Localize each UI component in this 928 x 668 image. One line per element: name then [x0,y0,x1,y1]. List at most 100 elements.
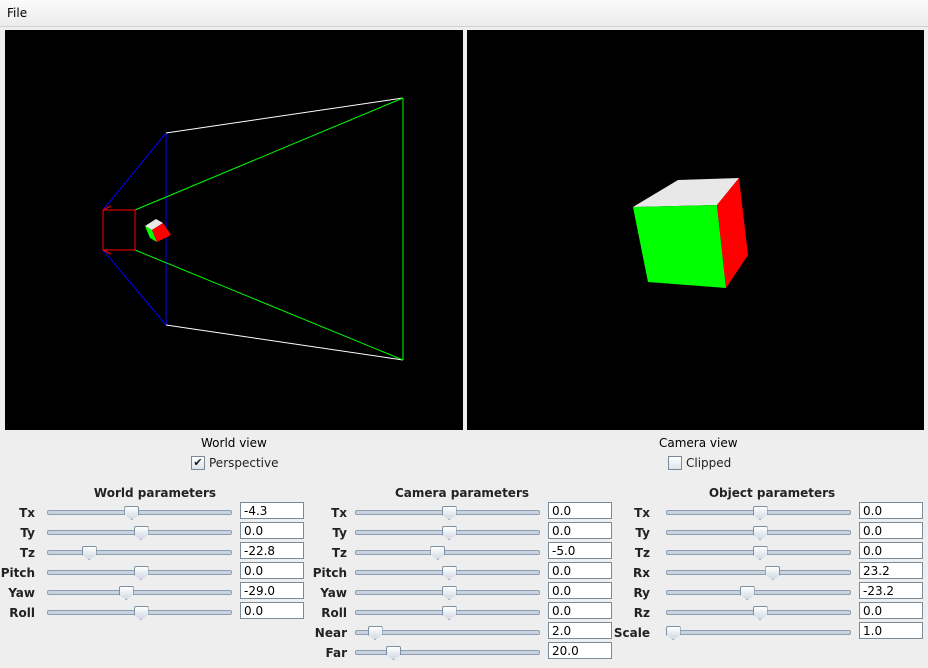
value-field-tx[interactable] [548,502,612,519]
param-label-rx: Rx [633,566,650,580]
slider-thumb-icon[interactable] [752,606,768,620]
value-field-roll[interactable] [548,602,612,619]
param-label-roll: Roll [321,606,347,620]
slider-thumb-icon[interactable] [441,526,457,540]
slider-thumb-icon[interactable] [765,566,781,580]
slider-thumb-icon[interactable] [81,546,97,560]
value-field-tx[interactable] [240,502,304,519]
frustum-near-plane [102,209,136,251]
value-field-tz[interactable] [240,542,304,559]
value-field-pitch[interactable] [548,562,612,579]
value-field-rz[interactable] [859,602,923,619]
slider-pitch[interactable] [355,566,540,580]
slider-near[interactable] [355,626,540,640]
slider-pitch[interactable] [47,566,232,580]
clipped-checkbox[interactable]: Clipped [668,456,731,470]
world-view-canvas[interactable] [5,30,463,430]
slider-roll[interactable] [355,606,540,620]
slider-far[interactable] [355,646,540,660]
world-cube-front [145,226,157,242]
slider-track [355,550,540,555]
camera-parameters-row-tz: Tz [308,542,618,562]
slider-tz[interactable] [47,546,232,560]
camera-view-canvas[interactable] [467,30,924,430]
slider-yaw[interactable] [47,586,232,600]
slider-tx[interactable] [666,506,851,520]
slider-track [47,550,232,555]
param-label-tx: Tx [19,506,35,520]
object-parameters-row-ty: Ty [618,522,928,542]
value-field-pitch[interactable] [240,562,304,579]
camera-cube-top [633,178,739,207]
slider-thumb-icon[interactable] [367,626,383,640]
slider-tz[interactable] [666,546,851,560]
slider-roll[interactable] [47,606,232,620]
value-field-near[interactable] [548,622,612,639]
slider-tx[interactable] [47,506,232,520]
param-label-ty: Ty [20,526,35,540]
slider-tz[interactable] [355,546,540,560]
slider-thumb-icon[interactable] [752,546,768,560]
slider-thumb-icon[interactable] [118,586,134,600]
world-parameters-row-tz: Tz [0,542,310,562]
slider-thumb-icon[interactable] [739,586,755,600]
value-field-far[interactable] [548,642,612,659]
file-menu[interactable]: File [7,6,28,20]
slider-thumb-icon[interactable] [665,626,681,640]
param-label-tz: Tz [331,546,347,560]
value-field-tz[interactable] [859,542,923,559]
param-label-rz: Rz [633,606,650,620]
param-label-ty: Ty [332,526,347,540]
value-field-tx[interactable] [859,502,923,519]
camera-view-label: Camera view [659,436,738,450]
camera-parameters-row-roll: Roll [308,602,618,622]
world-parameters-row-ty: Ty [0,522,310,542]
value-field-ty[interactable] [548,522,612,539]
param-label-pitch: Pitch [312,566,347,580]
perspective-checkbox[interactable]: ✔ Perspective [191,456,279,470]
slider-rz[interactable] [666,606,851,620]
slider-ry[interactable] [666,586,851,600]
value-field-ty[interactable] [859,522,923,539]
slider-thumb-icon[interactable] [124,506,140,520]
perspective-checkmark-icon[interactable]: ✔ [191,456,205,470]
slider-thumb-icon[interactable] [133,606,149,620]
slider-thumb-icon[interactable] [386,646,401,660]
clipped-label: Clipped [686,456,732,470]
slider-thumb-icon[interactable] [752,526,768,540]
slider-thumb-icon[interactable] [133,566,149,580]
camera-cube-side [717,178,748,288]
param-label-yaw: Yaw [8,586,35,600]
slider-ty[interactable] [355,526,540,540]
frustum-edge-green-bottom [134,249,404,361]
slider-rx[interactable] [666,566,851,580]
value-field-yaw[interactable] [548,582,612,599]
slider-scale[interactable] [665,626,851,640]
value-field-yaw[interactable] [240,582,304,599]
camera-parameters-row-yaw: Yaw [308,582,618,602]
param-label-pitch: Pitch [0,566,35,580]
slider-yaw[interactable] [355,586,540,600]
slider-tx[interactable] [355,506,540,520]
slider-thumb-icon[interactable] [430,546,446,560]
slider-thumb-icon[interactable] [441,586,457,600]
slider-ty[interactable] [47,526,232,540]
param-label-near: Near [314,626,347,640]
value-field-scale[interactable] [859,622,923,639]
value-field-roll[interactable] [240,602,304,619]
slider-thumb-icon[interactable] [441,566,457,580]
param-label-yaw: Yaw [320,586,347,600]
frustum-outline [102,97,404,361]
slider-thumb-icon[interactable] [441,506,457,520]
clipped-checkbox-box-icon[interactable] [668,456,682,470]
value-field-rx[interactable] [859,562,923,579]
slider-thumb-icon[interactable] [133,526,149,540]
slider-track [47,510,232,515]
slider-ty[interactable] [666,526,851,540]
slider-thumb-icon[interactable] [441,606,457,620]
world-parameters-row-roll: Roll [0,602,310,622]
slider-thumb-icon[interactable] [752,506,768,520]
value-field-tz[interactable] [548,542,612,559]
value-field-ry[interactable] [859,582,923,599]
value-field-ty[interactable] [240,522,304,539]
